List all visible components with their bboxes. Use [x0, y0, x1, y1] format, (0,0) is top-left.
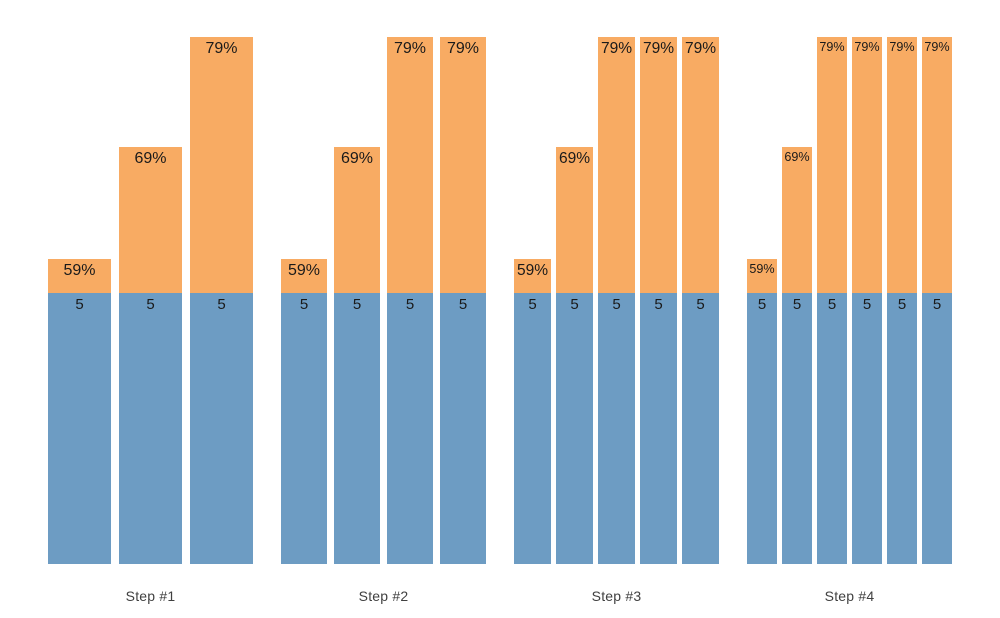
- base-segment-value-label: 5: [387, 293, 433, 564]
- stacked-bar: 59% 5: [281, 259, 327, 564]
- bar-group: 59% 5 69% 5 79% 5 Step #1: [48, 0, 253, 604]
- base-segment-value-label: 5: [922, 293, 952, 564]
- bars-row: 59% 5 69% 5 79% 5 79% 5 79% 5: [514, 0, 719, 564]
- base-segment-value-label: 5: [514, 293, 551, 564]
- bar-chart: 59% 5 69% 5 79% 5 Step #1 59% 5 69% 5 79% 5 79% 5 Step …: [48, 0, 952, 604]
- top-segment-percent-label: 79%: [922, 37, 952, 293]
- stacked-bar: 79% 5: [387, 37, 433, 564]
- stacked-bar: 79% 5: [852, 37, 882, 564]
- top-segment-percent-label: 79%: [887, 37, 917, 293]
- stacked-bar: 59% 5: [747, 259, 777, 564]
- stacked-bar: 69% 5: [334, 147, 380, 564]
- bar-group: 59% 5 69% 5 79% 5 79% 5 Step #2: [281, 0, 486, 604]
- top-segment-percent-label: 79%: [852, 37, 882, 293]
- top-segment-percent-label: 59%: [747, 259, 777, 293]
- top-segment-percent-label: 59%: [514, 259, 551, 293]
- top-segment-percent-label: 79%: [387, 37, 433, 293]
- top-segment-percent-label: 79%: [190, 37, 253, 293]
- stacked-bar: 59% 5: [48, 259, 111, 564]
- base-segment-value-label: 5: [817, 293, 847, 564]
- base-segment-value-label: 5: [281, 293, 327, 564]
- top-segment-percent-label: 59%: [281, 259, 327, 293]
- base-segment-value-label: 5: [119, 293, 182, 564]
- category-label: Step #1: [125, 588, 176, 604]
- category-label: Step #2: [358, 588, 409, 604]
- base-segment-value-label: 5: [190, 293, 253, 564]
- bars-row: 59% 5 69% 5 79% 5: [48, 0, 253, 564]
- base-segment-value-label: 5: [48, 293, 111, 564]
- stacked-bar: 69% 5: [119, 147, 182, 564]
- base-segment-value-label: 5: [782, 293, 812, 564]
- base-segment-value-label: 5: [598, 293, 635, 564]
- base-segment-value-label: 5: [640, 293, 677, 564]
- stacked-bar: 79% 5: [440, 37, 486, 564]
- stacked-bar: 79% 5: [887, 37, 917, 564]
- stacked-bar: 69% 5: [556, 147, 593, 564]
- base-segment-value-label: 5: [747, 293, 777, 564]
- bar-group: 59% 5 69% 5 79% 5 79% 5 79% 5 Step #3: [514, 0, 719, 604]
- bars-row: 59% 5 69% 5 79% 5 79% 5 79% 5 79% 5: [747, 0, 952, 564]
- base-segment-value-label: 5: [682, 293, 719, 564]
- stacked-bar: 79% 5: [598, 37, 635, 564]
- stacked-bar: 79% 5: [640, 37, 677, 564]
- top-segment-percent-label: 69%: [782, 147, 812, 293]
- category-label: Step #3: [591, 588, 642, 604]
- stacked-bar: 79% 5: [817, 37, 847, 564]
- stacked-bar: 79% 5: [682, 37, 719, 564]
- stacked-bar: 79% 5: [922, 37, 952, 564]
- top-segment-percent-label: 79%: [817, 37, 847, 293]
- base-segment-value-label: 5: [852, 293, 882, 564]
- stacked-bar: 79% 5: [190, 37, 253, 564]
- base-segment-value-label: 5: [556, 293, 593, 564]
- base-segment-value-label: 5: [440, 293, 486, 564]
- bars-row: 59% 5 69% 5 79% 5 79% 5: [281, 0, 486, 564]
- top-segment-percent-label: 59%: [48, 259, 111, 293]
- category-label: Step #4: [824, 588, 875, 604]
- top-segment-percent-label: 69%: [556, 147, 593, 293]
- top-segment-percent-label: 79%: [682, 37, 719, 293]
- base-segment-value-label: 5: [334, 293, 380, 564]
- base-segment-value-label: 5: [887, 293, 917, 564]
- top-segment-percent-label: 79%: [440, 37, 486, 293]
- top-segment-percent-label: 79%: [640, 37, 677, 293]
- top-segment-percent-label: 69%: [334, 147, 380, 293]
- stacked-bar: 69% 5: [782, 147, 812, 564]
- top-segment-percent-label: 79%: [598, 37, 635, 293]
- bar-group: 59% 5 69% 5 79% 5 79% 5 79% 5 79% 5 Step #4: [747, 0, 952, 604]
- stacked-bar: 59% 5: [514, 259, 551, 564]
- top-segment-percent-label: 69%: [119, 147, 182, 293]
